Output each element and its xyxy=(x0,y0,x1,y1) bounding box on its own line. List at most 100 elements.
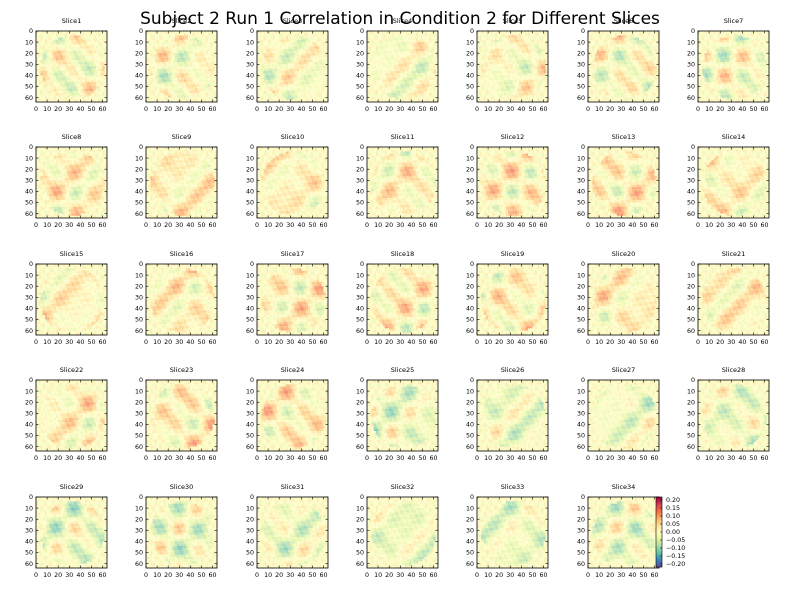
heatmap-cell xyxy=(146,79,149,83)
heatmap-cell xyxy=(87,59,90,63)
heatmap-cell xyxy=(268,50,271,54)
heatmap-cell xyxy=(431,57,434,60)
heatmap-cell xyxy=(93,70,97,74)
heatmap-cell xyxy=(75,46,79,49)
heatmap-cell xyxy=(541,31,544,34)
x-tick-label: 40 xyxy=(297,106,305,113)
heatmap-cell xyxy=(512,70,515,74)
heatmap-cell xyxy=(163,75,167,78)
heatmap-cell xyxy=(296,95,300,98)
heatmap-cell xyxy=(154,64,158,67)
heatmap-cell xyxy=(477,33,480,36)
heatmap-cell xyxy=(205,35,209,38)
heatmap-cell xyxy=(75,99,79,103)
heatmap-cell xyxy=(288,48,291,52)
heatmap-cell xyxy=(398,37,401,41)
heatmap-cell xyxy=(373,37,377,41)
heatmap-cell xyxy=(64,57,68,60)
heatmap-cell xyxy=(268,59,271,63)
heatmap-cell xyxy=(208,79,211,83)
heatmap-cell xyxy=(100,48,103,52)
heatmap-cell xyxy=(433,99,436,103)
heatmap-cell xyxy=(102,59,105,63)
heatmap-cell xyxy=(508,64,511,67)
heatmap-cell xyxy=(325,84,329,87)
heatmap-cell xyxy=(179,99,182,103)
heatmap-cell xyxy=(157,31,160,34)
heatmap-cell xyxy=(67,97,70,100)
heatmap-cell xyxy=(292,46,295,49)
heatmap-cell xyxy=(44,82,48,85)
heatmap-cell xyxy=(263,48,267,52)
heatmap-cell xyxy=(534,77,538,80)
heatmap-cell xyxy=(78,33,81,36)
heatmap-cell xyxy=(398,95,401,98)
heatmap-cell xyxy=(508,31,511,34)
heatmap-cell xyxy=(525,73,529,76)
heatmap-cell xyxy=(199,79,202,83)
heatmap-cell xyxy=(516,44,520,47)
heatmap-cell xyxy=(389,84,392,87)
heatmap-cell xyxy=(310,53,313,56)
heatmap-cell xyxy=(508,46,511,49)
heatmap-cell xyxy=(411,66,414,69)
heatmap-cell xyxy=(73,90,77,94)
heatmap-cell xyxy=(413,37,416,41)
heatmap-cell xyxy=(299,64,302,67)
heatmap-cell xyxy=(303,57,306,60)
heatmap-cell xyxy=(265,59,269,63)
heatmap-cell xyxy=(485,70,489,74)
heatmap-cell xyxy=(152,75,156,78)
heatmap-cell xyxy=(93,35,97,38)
heatmap-cell xyxy=(424,59,428,63)
heatmap-cell xyxy=(433,46,436,49)
heatmap-cell xyxy=(47,93,50,96)
heatmap-cell xyxy=(257,95,260,98)
heatmap-cell xyxy=(305,99,309,103)
heatmap-cell xyxy=(95,86,99,89)
heatmap-cell xyxy=(384,82,388,85)
heatmap-cell xyxy=(177,37,180,41)
heatmap-cell xyxy=(384,70,388,74)
heatmap-cell xyxy=(525,35,529,38)
heatmap-cell xyxy=(312,75,315,78)
heatmap-cell xyxy=(55,77,59,80)
heatmap-cell xyxy=(212,35,215,38)
heatmap-cell xyxy=(38,62,41,65)
heatmap-cell xyxy=(290,73,293,76)
heatmap-cell xyxy=(168,55,171,58)
heatmap-cell xyxy=(91,82,94,85)
heatmap-cell xyxy=(49,59,52,63)
heatmap-cell xyxy=(305,88,309,92)
y-tick-label: 30 xyxy=(25,61,33,68)
heatmap-cell xyxy=(369,77,372,80)
heatmap-cell xyxy=(69,50,72,54)
heatmap-cell xyxy=(536,50,540,54)
heatmap-cell xyxy=(532,57,535,60)
heatmap-cell xyxy=(165,93,169,96)
heatmap-cell xyxy=(514,77,518,80)
heatmap-cell xyxy=(499,50,502,54)
heatmap-cell xyxy=(257,77,260,80)
heatmap-cell xyxy=(89,59,92,63)
heatmap-cell xyxy=(508,35,511,38)
heatmap-cell xyxy=(201,70,204,74)
heatmap-cell xyxy=(58,42,61,45)
heatmap-cell xyxy=(64,42,68,45)
heatmap-cell xyxy=(104,44,108,47)
heatmap-cell xyxy=(279,39,282,43)
heatmap-cell xyxy=(36,46,39,49)
heatmap-cell xyxy=(174,73,178,76)
heatmap-cell xyxy=(272,70,275,74)
heatmap-cell xyxy=(104,95,108,98)
heatmap-cell xyxy=(433,93,436,96)
heatmap-cell xyxy=(170,88,173,92)
heatmap-cell xyxy=(146,48,149,52)
heatmap-cell xyxy=(422,64,425,67)
heatmap-cell xyxy=(257,62,260,65)
heatmap-cell xyxy=(389,68,392,72)
heatmap-cell xyxy=(265,68,269,72)
heatmap-cell xyxy=(199,82,202,85)
y-tick-label: 40 xyxy=(135,73,143,80)
heatmap-cell xyxy=(172,48,175,52)
